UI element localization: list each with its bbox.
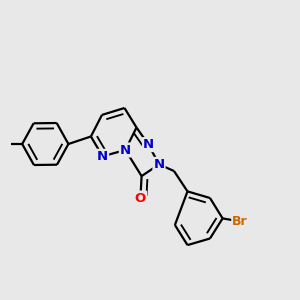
Text: N: N bbox=[120, 143, 131, 157]
Text: N: N bbox=[97, 150, 108, 163]
Text: N: N bbox=[143, 138, 154, 151]
Text: Br: Br bbox=[232, 215, 248, 228]
Text: N: N bbox=[153, 158, 165, 171]
Text: O: O bbox=[135, 191, 146, 205]
